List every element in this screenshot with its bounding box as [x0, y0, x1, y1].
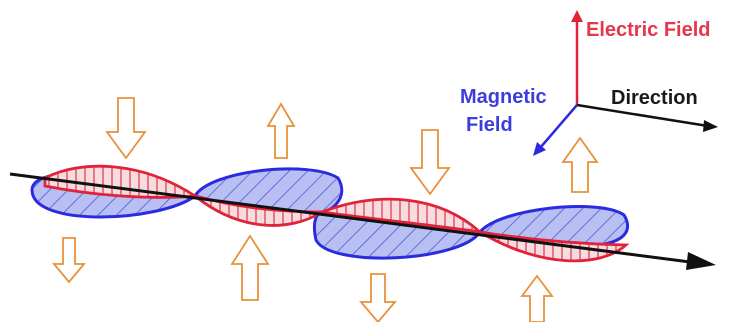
- hollow-block-arrow-icon: [359, 273, 397, 322]
- force-arrows: [52, 97, 599, 322]
- magnetic-label-line2: Field: [466, 114, 513, 136]
- electric-field-label: Electric Field: [586, 19, 711, 41]
- hollow-block-arrow-icon: [266, 102, 296, 159]
- hollow-block-arrow-icon: [52, 237, 86, 284]
- direction-axis: [576, 103, 709, 128]
- magnetic-label-line1: Magnetic: [460, 86, 547, 108]
- hollow-block-arrow-icon: [409, 129, 451, 196]
- propagation-axis: [9, 172, 716, 270]
- magnetic-field-axis: [539, 104, 578, 149]
- propagation-arrowhead: [686, 252, 716, 270]
- direction-label: Direction: [611, 87, 698, 109]
- axes-legend: Electric Field Magnetic Field Direction: [460, 10, 718, 156]
- hollow-block-arrow-icon: [230, 234, 270, 301]
- hollow-block-arrow-icon: [561, 136, 599, 193]
- hollow-block-arrow-icon: [105, 97, 147, 160]
- hollow-block-arrow-icon: [520, 274, 554, 322]
